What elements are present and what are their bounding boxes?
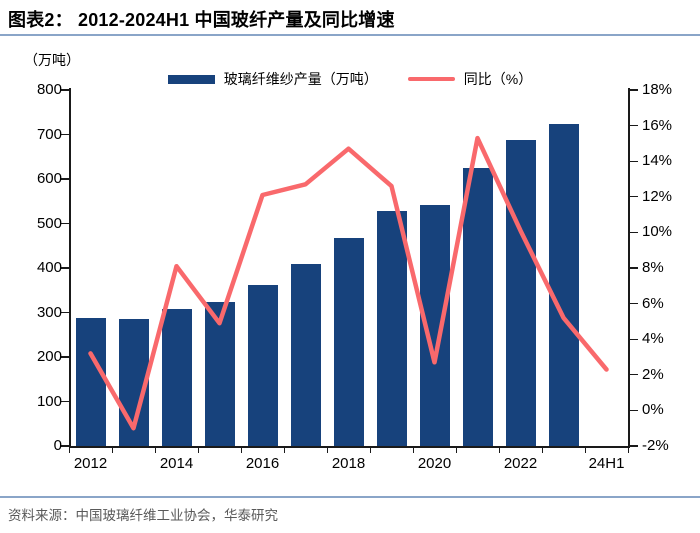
x-axis-tick (284, 446, 286, 453)
right-axis-tick (629, 374, 638, 376)
right-axis-tick (629, 445, 638, 447)
right-axis-line (628, 88, 630, 447)
x-axis-tick (155, 446, 157, 453)
left-axis-tick (61, 133, 69, 136)
right-axis-tick (629, 231, 638, 233)
production-bar-2014 (161, 308, 192, 446)
left-axis-unit-label: （万吨） (24, 52, 80, 68)
left-axis-tick (61, 89, 69, 91)
left-axis-tick-label: 800 (36, 81, 62, 98)
x-axis-tick (370, 446, 372, 453)
right-axis-tick-label: -2% (642, 437, 669, 454)
left-axis-tick-label: 400 (36, 259, 62, 276)
left-axis-tick (61, 356, 69, 358)
right-axis-tick (629, 160, 638, 162)
left-axis-tick (61, 267, 69, 269)
legend-item-yoy: 同比（%） (407, 69, 533, 89)
production-bar-2017 (290, 264, 321, 446)
x-axis-tick (69, 446, 71, 453)
x-axis-tick (499, 446, 501, 453)
x-axis-tick (456, 446, 458, 453)
production-bar-2021 (462, 168, 493, 446)
legend-label-production: 玻璃纤维纱产量（万吨） (223, 71, 378, 87)
line-swatch-icon (407, 76, 455, 82)
production-bar-2022 (505, 140, 536, 446)
x-axis-tick (327, 446, 329, 453)
x-axis-tick (628, 446, 630, 453)
production-bar-2015 (204, 302, 235, 446)
x-axis-tick-label: 2022 (503, 455, 538, 472)
production-bar-2019 (376, 211, 407, 446)
legend-label-yoy: 同比（%） (463, 71, 533, 87)
right-axis-tick-label: 14% (642, 152, 673, 170)
legend: 玻璃纤维纱产量（万吨） 同比（%） (0, 69, 700, 89)
source-note: 资料来源：中国玻璃纤维工业协会，华泰研究 (8, 508, 278, 523)
left-axis-tick (61, 400, 69, 403)
x-axis-tick-label: 2014 (159, 455, 194, 472)
right-axis-tick-label: 2% (642, 365, 664, 383)
right-axis-tick-label: 12% (642, 187, 673, 205)
left-axis-tick-label: 0 (53, 437, 62, 454)
x-axis-tick (585, 446, 587, 453)
left-axis-tick (61, 222, 69, 225)
right-axis-tick (629, 338, 638, 340)
x-axis-tick-label: 2018 (331, 455, 366, 472)
production-bar-2013 (118, 319, 149, 446)
production-bar-2023 (548, 124, 579, 446)
legend-item-production: 玻璃纤维纱产量（万吨） (167, 69, 378, 89)
right-axis-tick-label: 8% (642, 259, 664, 276)
left-axis-line (69, 88, 71, 447)
left-axis-tick (61, 445, 69, 447)
footer-divider (0, 496, 700, 498)
right-axis-tick (629, 89, 638, 91)
left-axis-tick-label: 300 (36, 303, 62, 321)
production-bar-2020 (419, 205, 450, 446)
figure-title: 图表2： 2012-2024H1 中国玻纤产量及同比增速 (8, 10, 395, 30)
right-axis-tick-label: 18% (642, 81, 673, 98)
x-axis-tick (112, 446, 114, 453)
x-axis-tick (241, 446, 243, 453)
right-axis-tick (629, 409, 638, 411)
right-axis-tick (629, 267, 638, 269)
left-axis-tick-label: 200 (36, 348, 62, 365)
right-axis-tick (629, 196, 638, 198)
left-axis-tick (61, 178, 69, 180)
right-axis-tick (629, 303, 638, 305)
right-axis-tick-label: 0% (642, 401, 664, 419)
x-axis-tick-label: 24H1 (588, 455, 625, 472)
x-axis-tick (198, 446, 200, 453)
right-axis-tick-label: 6% (642, 294, 664, 312)
title-divider (0, 34, 700, 36)
left-axis-tick-label: 500 (36, 214, 62, 232)
right-axis-tick-label: 10% (642, 223, 673, 241)
x-axis-tick-label: 2012 (73, 455, 108, 472)
left-axis-tick-label: 700 (36, 125, 62, 143)
right-axis-tick (629, 125, 638, 127)
x-axis-line (69, 446, 630, 448)
right-axis-tick-label: 16% (642, 116, 673, 134)
production-bar-2018 (333, 237, 364, 446)
left-axis-tick (61, 311, 69, 314)
x-axis-tick (542, 446, 544, 453)
right-axis-tick-label: 4% (642, 330, 664, 348)
x-axis-tick (413, 446, 415, 453)
left-axis-tick-label: 600 (36, 170, 62, 187)
x-axis-tick-label: 2016 (245, 455, 280, 472)
production-bar-2012 (75, 317, 106, 446)
production-bar-2016 (247, 284, 278, 446)
bar-swatch-icon (167, 74, 215, 84)
x-axis-tick-label: 2020 (417, 455, 452, 472)
left-axis-tick-label: 100 (36, 392, 62, 410)
